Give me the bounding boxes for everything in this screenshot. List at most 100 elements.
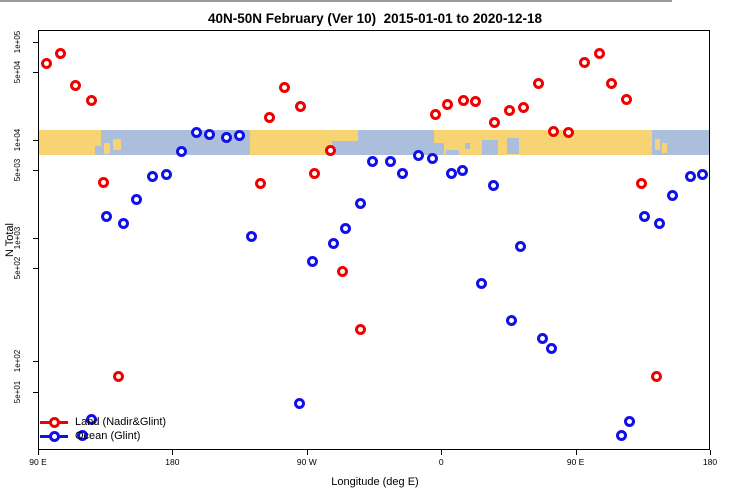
map-band-land xyxy=(433,130,652,156)
data-point-ocean xyxy=(160,169,172,181)
y-tick-label: 5e+01 xyxy=(13,380,22,404)
data-point-ocean xyxy=(367,155,378,167)
legend-marker-ocean xyxy=(48,430,60,442)
data-point-land xyxy=(593,48,605,60)
data-point-land xyxy=(113,371,125,383)
data-point-ocean xyxy=(131,193,143,205)
data-point-land xyxy=(54,48,66,60)
y-tick xyxy=(33,392,38,393)
data-point-land xyxy=(86,94,98,106)
data-point-land xyxy=(605,78,617,90)
y-tick-label: 1e+04 xyxy=(13,128,22,152)
data-point-ocean xyxy=(667,190,679,202)
data-point-ocean xyxy=(616,429,628,441)
y-tick-label: 5e+04 xyxy=(13,60,22,83)
x-tick xyxy=(306,450,308,455)
map-band-sea xyxy=(433,142,445,156)
map-band-land xyxy=(104,142,111,154)
data-point-ocean xyxy=(147,171,159,183)
data-point-land xyxy=(263,111,275,123)
map-band-land xyxy=(662,142,667,153)
y-tick xyxy=(33,169,38,171)
data-point-land xyxy=(458,94,470,106)
data-point-ocean xyxy=(685,171,697,183)
data-point-land xyxy=(308,168,320,180)
data-point-land xyxy=(441,99,453,111)
data-point-ocean xyxy=(653,218,665,230)
x-tick xyxy=(710,450,711,455)
legend-label-land: Land (Nadir&Glint) xyxy=(75,416,167,428)
data-point-ocean xyxy=(220,132,232,144)
x-tick-label: 180 xyxy=(165,457,180,467)
legend-item-land: Land (Nadir&Glint) xyxy=(40,415,166,429)
x-tick-label: 90 E xyxy=(29,457,47,467)
data-point-ocean xyxy=(456,164,468,176)
data-point-ocean xyxy=(355,197,367,209)
map-band-sea xyxy=(465,142,470,149)
data-point-ocean xyxy=(623,415,635,427)
data-point-ocean xyxy=(446,168,458,180)
plot-frame xyxy=(38,30,710,450)
data-point-ocean xyxy=(384,155,396,167)
data-point-ocean xyxy=(487,180,499,192)
data-point-land xyxy=(337,265,349,277)
map-band-sea xyxy=(445,150,460,156)
x-tick-label: 0 xyxy=(438,457,444,467)
data-point-land xyxy=(489,117,501,129)
y-tick xyxy=(33,71,38,73)
x-tick-label: 90 E xyxy=(566,457,585,467)
map-band-land xyxy=(113,138,121,151)
data-point-ocean xyxy=(101,211,113,223)
data-point-ocean xyxy=(190,126,202,138)
data-point-ocean xyxy=(514,240,526,252)
data-point-land xyxy=(325,144,337,156)
data-point-land xyxy=(517,101,529,113)
data-point-land xyxy=(620,93,632,105)
y-tick-label: 5e+03 xyxy=(13,158,22,181)
y-tick-label: 1e+05 xyxy=(13,30,22,54)
x-tick xyxy=(575,450,577,455)
data-point-land xyxy=(98,176,110,188)
data-point-ocean xyxy=(340,223,352,234)
y-axis-label: N Total xyxy=(4,222,16,258)
data-point-ocean xyxy=(537,332,549,344)
data-point-ocean xyxy=(476,278,488,290)
legend-line-land xyxy=(40,416,68,428)
data-point-ocean xyxy=(307,255,319,267)
data-point-ocean xyxy=(175,145,187,157)
data-point-land xyxy=(429,109,441,121)
legend: Land (Nadir&Glint) Ocean (Glint) xyxy=(40,415,166,443)
data-point-ocean xyxy=(328,237,340,249)
data-point-ocean xyxy=(426,153,438,165)
data-point-land xyxy=(504,104,516,116)
data-point-land xyxy=(635,177,647,189)
data-point-ocean xyxy=(234,129,246,141)
map-band-sea xyxy=(481,140,498,156)
data-point-ocean xyxy=(293,397,305,409)
y-tick xyxy=(33,361,38,362)
data-point-land xyxy=(41,57,53,69)
data-point-ocean xyxy=(246,230,258,242)
data-point-land xyxy=(69,79,81,91)
data-point-ocean xyxy=(86,414,98,426)
map-band-land xyxy=(38,130,102,156)
data-point-ocean xyxy=(77,429,89,441)
data-point-ocean xyxy=(117,217,129,229)
y-tick xyxy=(33,42,38,43)
data-point-land xyxy=(562,126,574,138)
map-band-land xyxy=(250,130,333,156)
data-point-land xyxy=(470,96,482,108)
data-point-ocean xyxy=(413,149,425,161)
map-band-land xyxy=(332,130,358,142)
data-point-ocean xyxy=(505,315,517,327)
x-tick xyxy=(441,450,443,455)
legend-label-ocean: Ocean (Glint) xyxy=(75,430,141,442)
data-point-land xyxy=(579,56,591,68)
x-tick-label: 90 W xyxy=(296,457,317,467)
data-point-land xyxy=(532,77,544,89)
chart-title: 40N-50N February (Ver 10) 2015-01-01 to … xyxy=(208,11,542,26)
data-point-land xyxy=(355,324,367,336)
data-point-ocean xyxy=(204,128,216,140)
legend-marker-land xyxy=(48,416,60,428)
